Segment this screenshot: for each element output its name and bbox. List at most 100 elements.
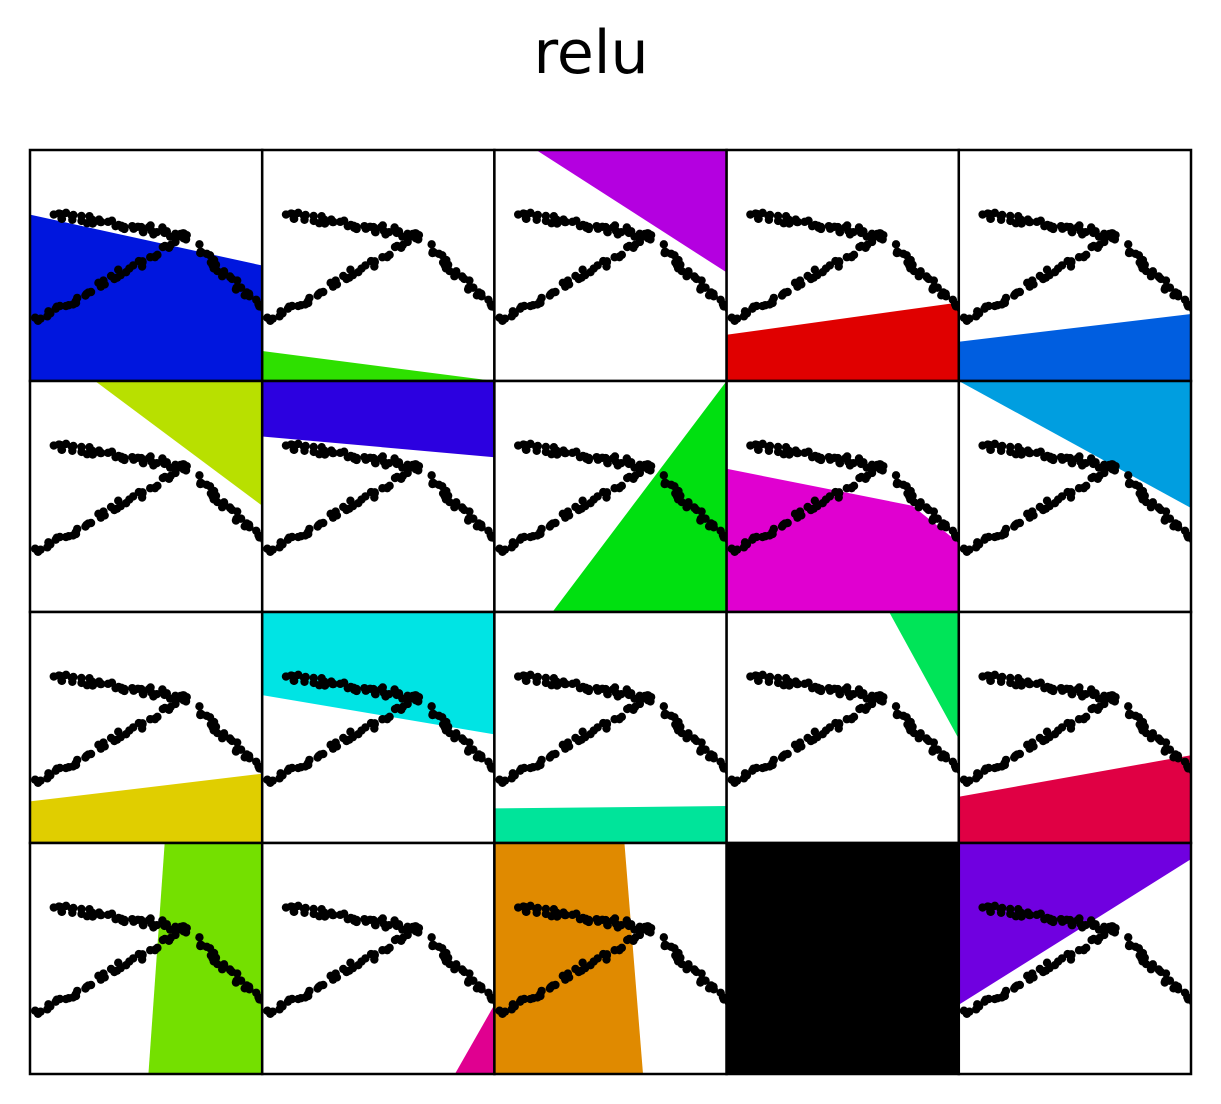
- data-point: [384, 690, 394, 699]
- data-point: [908, 722, 917, 731]
- data-point: [57, 214, 66, 223]
- data-point: [891, 240, 901, 249]
- data-points: [495, 439, 727, 556]
- data-point: [1108, 696, 1117, 705]
- data-point: [346, 265, 355, 274]
- data-point: [777, 522, 787, 531]
- data-point: [803, 964, 812, 974]
- data-point: [352, 686, 361, 696]
- data-point: [452, 960, 461, 969]
- data-point: [941, 292, 951, 301]
- data-point: [933, 283, 942, 292]
- data-point: [816, 686, 826, 696]
- data-point: [120, 917, 129, 927]
- subplot-panel-10: [957, 379, 1193, 614]
- data-point: [195, 933, 204, 942]
- data-point: [916, 267, 925, 276]
- data-point: [533, 441, 542, 451]
- data-point: [313, 753, 322, 762]
- data-point: [643, 927, 653, 936]
- data-point: [660, 248, 669, 258]
- data-point: [120, 224, 129, 234]
- data-point: [1025, 448, 1035, 458]
- data-point: [1049, 686, 1058, 696]
- data-point: [1087, 473, 1096, 483]
- data-point: [748, 535, 757, 544]
- data-point: [603, 228, 612, 237]
- data-point: [1042, 496, 1052, 505]
- data-point: [61, 532, 71, 542]
- data-point: [139, 921, 148, 930]
- data-point: [146, 253, 155, 262]
- data-point: [495, 313, 504, 322]
- data-points: [959, 439, 1191, 556]
- data-point: [1188, 997, 1191, 1006]
- data-point: [803, 733, 812, 743]
- data-point: [196, 248, 205, 258]
- data-point: [835, 690, 845, 699]
- data-point: [1049, 917, 1058, 927]
- data-point: [1188, 766, 1191, 775]
- data-point: [97, 448, 106, 458]
- data-point: [1165, 745, 1175, 754]
- data-point: [676, 953, 685, 962]
- data-point: [727, 775, 736, 784]
- data-point: [236, 976, 246, 985]
- data-point: [114, 727, 123, 736]
- data-points: [495, 670, 727, 787]
- data-point: [1165, 514, 1175, 523]
- data-point: [371, 228, 380, 237]
- data-point: [452, 267, 461, 276]
- data-point: [1124, 941, 1134, 951]
- activation-region: [454, 1004, 495, 1074]
- data-points: [727, 670, 959, 787]
- data-point: [196, 710, 205, 720]
- data-point: [610, 715, 619, 724]
- data-point: [301, 441, 310, 451]
- subplot-panel-12: [260, 610, 496, 845]
- data-point: [139, 690, 148, 699]
- data-point: [275, 1005, 284, 1014]
- data-point: [659, 471, 669, 480]
- data-point: [301, 903, 310, 913]
- data-point: [571, 733, 580, 743]
- data-point: [339, 733, 348, 743]
- data-point: [1035, 733, 1045, 743]
- data-point: [81, 522, 90, 531]
- data-point: [158, 473, 168, 483]
- data-points: [495, 901, 727, 1018]
- data-point: [891, 933, 901, 942]
- data-point: [411, 465, 421, 474]
- data-point: [1023, 278, 1032, 288]
- data-point: [233, 738, 242, 747]
- data-point: [971, 312, 981, 321]
- data-point: [876, 696, 885, 705]
- data-point: [1010, 984, 1019, 993]
- data-point: [43, 1005, 52, 1014]
- data-point: [179, 927, 188, 936]
- data-point: [1087, 704, 1096, 714]
- data-point: [97, 679, 106, 689]
- data-point: [790, 278, 800, 288]
- data-point: [793, 448, 803, 458]
- data-point: [709, 523, 718, 532]
- data-point: [876, 465, 885, 474]
- data-point: [777, 753, 787, 762]
- data-point: [507, 1005, 516, 1014]
- data-points: [30, 670, 263, 787]
- data-point: [1173, 523, 1183, 532]
- data-point: [1188, 304, 1191, 313]
- data-point: [196, 941, 205, 951]
- data-point: [727, 1006, 736, 1015]
- data-point: [97, 217, 106, 227]
- data-points: [495, 208, 727, 325]
- activation-region: [262, 612, 495, 735]
- data-point: [765, 903, 775, 913]
- data-point: [941, 523, 951, 532]
- data-point: [1124, 248, 1134, 258]
- data-point: [835, 921, 845, 930]
- data-point: [1087, 242, 1096, 252]
- data-point: [51, 766, 60, 775]
- data-point: [452, 498, 461, 507]
- data-point: [158, 935, 168, 945]
